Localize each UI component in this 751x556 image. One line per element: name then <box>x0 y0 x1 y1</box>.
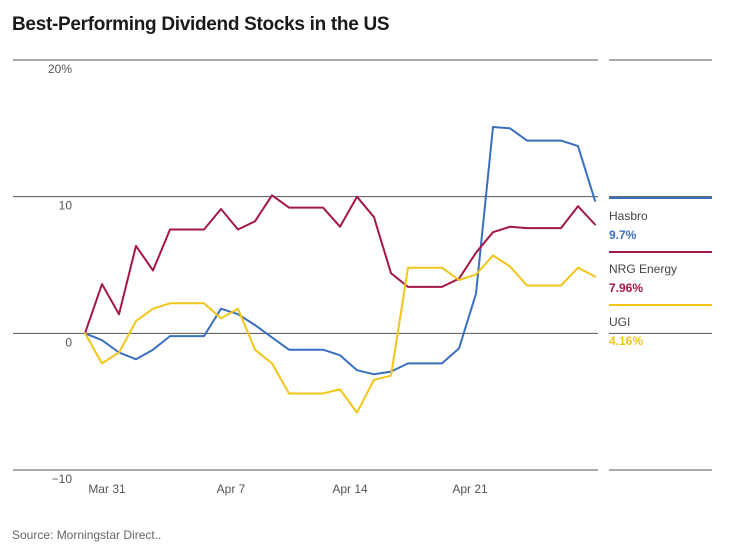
legend-series-value: 9.7% <box>609 228 637 242</box>
legend-series-value: 4.16% <box>609 334 643 348</box>
x-tick-label: Apr 7 <box>217 482 246 496</box>
source-note: Source: Morningstar Direct.. <box>12 528 162 542</box>
legend-series-value: 7.96% <box>609 281 643 295</box>
x-tick-label: Mar 31 <box>88 482 126 496</box>
y-tick-label: −10 <box>52 472 73 486</box>
chart-title: Best-Performing Dividend Stocks in the U… <box>12 14 390 35</box>
legend-series-name: NRG Energy <box>609 262 677 276</box>
x-tick-label: Apr 14 <box>332 482 368 496</box>
legend-series-name: Hasbro <box>609 209 648 223</box>
y-tick-label: 0 <box>65 335 72 349</box>
series-line-hasbro <box>84 126 596 376</box>
legend-series-name: UGI <box>609 315 630 329</box>
series-line-nrg-energy <box>84 194 596 335</box>
y-tick-label: 20% <box>48 62 72 76</box>
series-line-ugi <box>84 254 596 414</box>
x-tick-label: Apr 21 <box>452 482 488 496</box>
y-tick-label: 10 <box>59 199 73 213</box>
